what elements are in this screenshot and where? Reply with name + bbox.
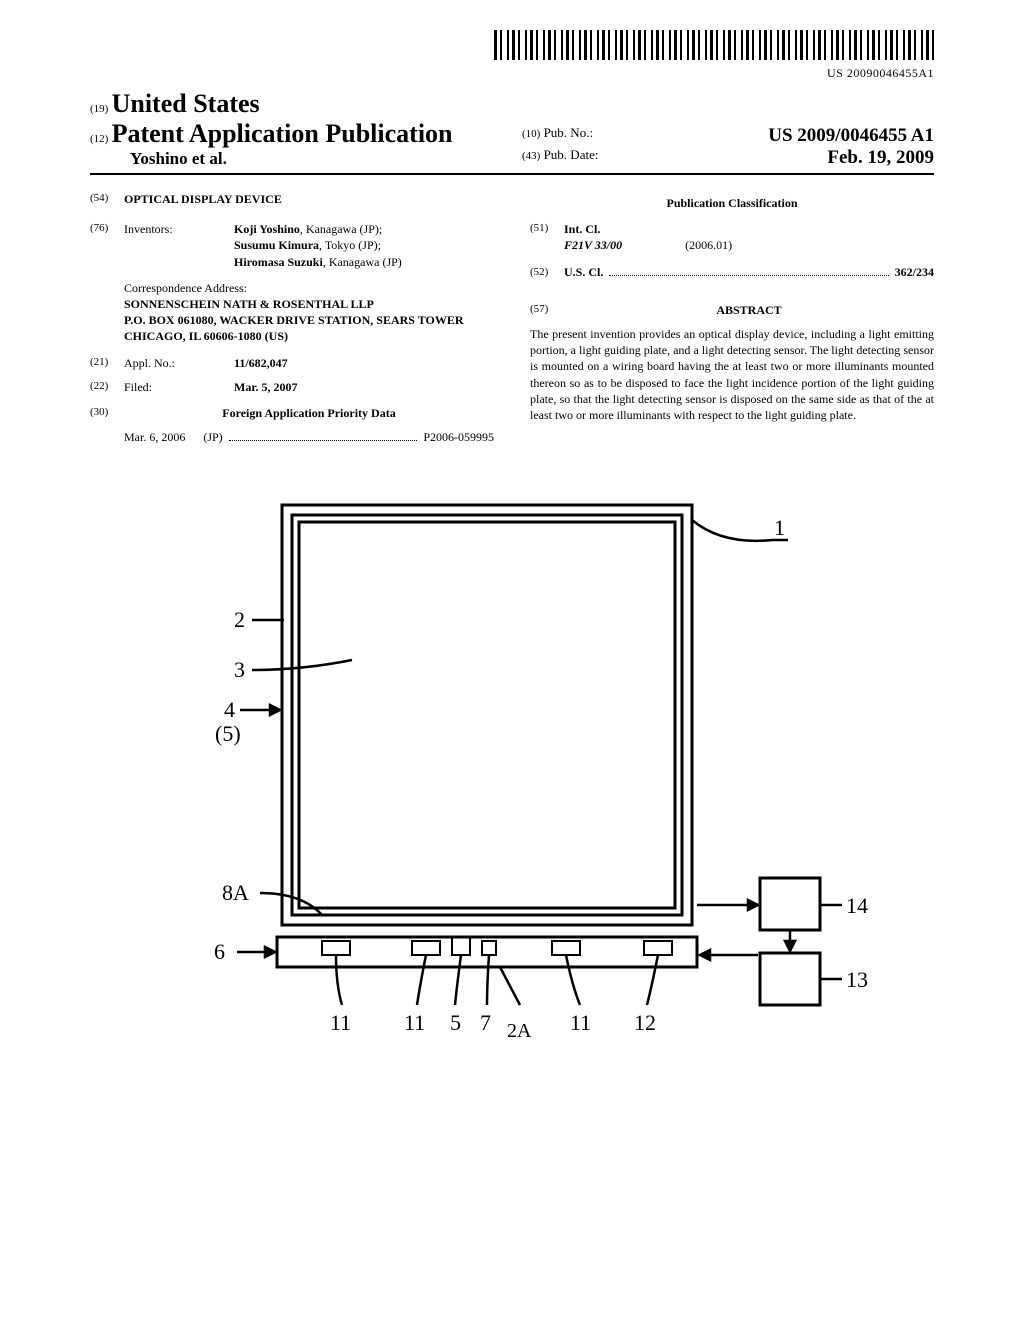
foreign-num: P2006-059995 bbox=[423, 429, 494, 445]
appl-no: 11/682,047 bbox=[234, 355, 494, 371]
fig-label-6: 6 bbox=[214, 939, 225, 964]
fig-label-2: 2 bbox=[234, 607, 245, 632]
intcl-code: F21V 33/00 bbox=[564, 238, 622, 252]
invention-title: OPTICAL DISPLAY DEVICE bbox=[124, 191, 282, 207]
corr-line-3: CHICAGO, IL 60606-1080 (US) bbox=[124, 328, 494, 344]
fig-label-7: 7 bbox=[480, 1010, 491, 1035]
header-left: (19) United States (12) Patent Applicati… bbox=[90, 89, 502, 169]
code-10: (10) bbox=[522, 128, 540, 140]
left-column: (54) OPTICAL DISPLAY DEVICE (76) Invento… bbox=[90, 191, 494, 445]
barcode-number: US 20090046455A1 bbox=[90, 66, 934, 81]
inventors-row: (76) Inventors: Koji Yoshino, Kanagawa (… bbox=[90, 221, 494, 270]
code-51: (51) bbox=[530, 221, 564, 253]
foreign-cc: (JP) bbox=[203, 429, 222, 445]
abstract-text: The present invention provides an optica… bbox=[530, 326, 934, 423]
fig-label-11c: 11 bbox=[570, 1010, 591, 1035]
appl-row: (21) Appl. No.: 11/682,047 bbox=[90, 355, 494, 371]
uscl-val: 362/234 bbox=[895, 264, 934, 280]
intcl-year: (2006.01) bbox=[685, 238, 732, 252]
pub-date-line: (43) Pub. Date: Feb. 19, 2009 bbox=[522, 147, 934, 163]
code-19: (19) bbox=[90, 103, 108, 115]
figure: 1 2 3 4 (5) 8A 6 11 11 5 7 2A 11 12 14 1… bbox=[90, 485, 934, 1045]
fig-label-4: 4 bbox=[224, 697, 235, 722]
pub-type-line: (12) Patent Application Publication bbox=[90, 119, 502, 149]
corr-line-2: P.O. BOX 061080, WACKER DRIVE STATION, S… bbox=[124, 312, 494, 328]
fig-label-5p: (5) bbox=[215, 721, 241, 746]
foreign-title: Foreign Application Priority Data bbox=[124, 405, 494, 421]
barcode-block: US 20090046455A1 bbox=[90, 30, 934, 81]
country-line: (19) United States bbox=[90, 89, 502, 119]
intcl-block: Int. Cl. F21V 33/00 (2006.01) bbox=[564, 221, 732, 253]
uscl-label: U.S. Cl. bbox=[564, 264, 603, 280]
divider bbox=[90, 173, 934, 175]
code-52: (52) bbox=[530, 265, 564, 280]
pub-date: Feb. 19, 2009 bbox=[827, 147, 934, 169]
code-30: (30) bbox=[90, 405, 124, 421]
uscl-row: (52) U.S. Cl. 362/234 bbox=[530, 264, 934, 280]
fig-label-1: 1 bbox=[774, 515, 785, 540]
abstract-label: ABSTRACT bbox=[564, 302, 934, 318]
content-columns: (54) OPTICAL DISPLAY DEVICE (76) Invento… bbox=[90, 191, 934, 445]
pub-no-line: (10) Pub. No.: US 2009/0046455 A1 bbox=[522, 125, 934, 141]
fig-label-12: 12 bbox=[634, 1010, 656, 1035]
dot-leader bbox=[229, 431, 418, 441]
authors-line: Yoshino et al. bbox=[130, 149, 502, 169]
pub-no: US 2009/0046455 A1 bbox=[768, 125, 934, 147]
figure-svg: 1 2 3 4 (5) 8A 6 11 11 5 7 2A 11 12 14 1… bbox=[152, 485, 872, 1045]
header: (19) United States (12) Patent Applicati… bbox=[90, 89, 934, 169]
foreign-data-row: Mar. 6, 2006 (JP) P2006-059995 bbox=[124, 429, 494, 445]
code-21: (21) bbox=[90, 355, 124, 371]
fig-label-3: 3 bbox=[234, 657, 245, 682]
filed-label: Filed: bbox=[124, 379, 234, 395]
abstract-header-row: (57) ABSTRACT bbox=[530, 302, 934, 318]
pub-no-label: Pub. No.: bbox=[544, 125, 593, 140]
code-54: (54) bbox=[90, 191, 124, 207]
inventors-label: Inventors: bbox=[124, 221, 234, 270]
intcl-label: Int. Cl. bbox=[564, 221, 732, 237]
filed-date: Mar. 5, 2007 bbox=[234, 379, 494, 395]
correspondence-address: Correspondence Address: SONNENSCHEIN NAT… bbox=[124, 280, 494, 345]
intcl-row: (51) Int. Cl. F21V 33/00 (2006.01) bbox=[530, 221, 934, 253]
fig-label-11a: 11 bbox=[330, 1010, 351, 1035]
fig-label-2a: 2A bbox=[507, 1020, 532, 1042]
pub-date-label: Pub. Date: bbox=[544, 147, 599, 162]
code-12: (12) bbox=[90, 133, 108, 145]
title-row: (54) OPTICAL DISPLAY DEVICE bbox=[90, 191, 494, 207]
foreign-title-row: (30) Foreign Application Priority Data bbox=[90, 405, 494, 421]
intcl-line: F21V 33/00 (2006.01) bbox=[564, 237, 732, 253]
classification-title: Publication Classification bbox=[530, 195, 934, 211]
code-57: (57) bbox=[530, 302, 564, 318]
fig-label-14: 14 bbox=[846, 893, 868, 918]
pub-type: Patent Application Publication bbox=[112, 119, 453, 148]
fig-label-8a: 8A bbox=[222, 880, 249, 905]
header-right: (10) Pub. No.: US 2009/0046455 A1 (43) P… bbox=[522, 125, 934, 169]
dot-leader-2 bbox=[609, 266, 888, 276]
inventors: Koji Yoshino, Kanagawa (JP); Susumu Kimu… bbox=[234, 221, 494, 270]
right-column: Publication Classification (51) Int. Cl.… bbox=[530, 191, 934, 445]
foreign-date: Mar. 6, 2006 bbox=[124, 429, 185, 445]
code-22: (22) bbox=[90, 379, 124, 395]
barcode-graphic bbox=[494, 30, 934, 60]
code-43: (43) bbox=[522, 150, 540, 162]
fig-label-5: 5 bbox=[450, 1010, 461, 1035]
appl-label: Appl. No.: bbox=[124, 355, 234, 371]
code-76: (76) bbox=[90, 221, 124, 270]
corr-label: Correspondence Address: bbox=[124, 280, 494, 296]
filed-row: (22) Filed: Mar. 5, 2007 bbox=[90, 379, 494, 395]
country: United States bbox=[112, 89, 260, 118]
corr-line-1: SONNENSCHEIN NATH & ROSENTHAL LLP bbox=[124, 296, 494, 312]
fig-label-11b: 11 bbox=[404, 1010, 425, 1035]
fig-label-13: 13 bbox=[846, 967, 868, 992]
